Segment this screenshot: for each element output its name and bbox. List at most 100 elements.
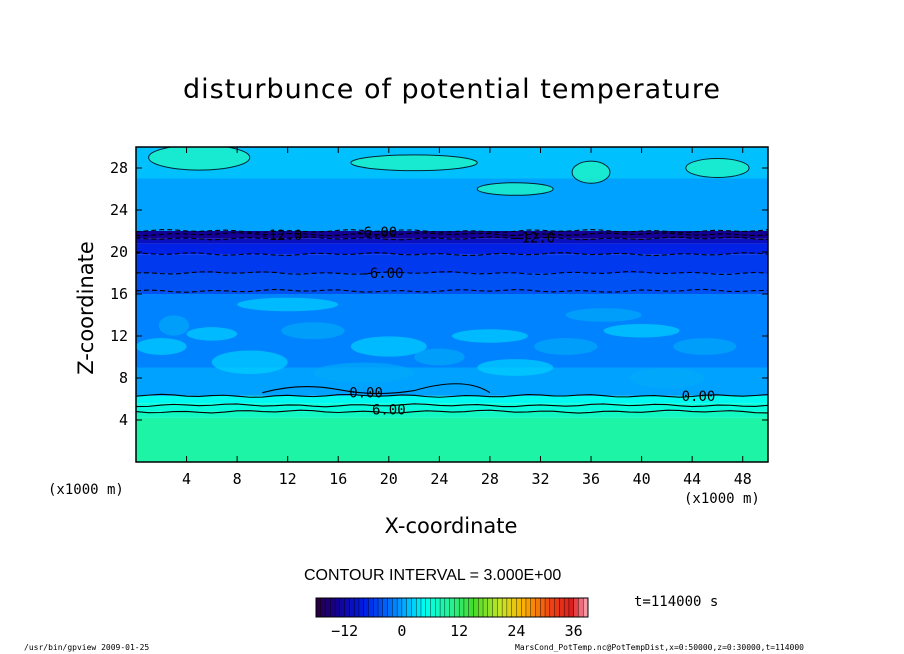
colorbar-segment-10 bbox=[363, 597, 369, 618]
colorbar-segment-28 bbox=[449, 597, 455, 618]
colorbar-segment-19 bbox=[406, 597, 412, 618]
colorbar-segment-8 bbox=[353, 597, 360, 618]
colorbar-tick-label-0: −12 bbox=[331, 622, 358, 640]
colorbar-segment-48 bbox=[544, 597, 551, 618]
contour-label-0: 0.00 bbox=[349, 386, 383, 402]
chart-title: disturbunce of potential temperature bbox=[183, 74, 721, 105]
colorbar-segment-51 bbox=[559, 597, 565, 618]
time-text: t=114000 s bbox=[634, 594, 719, 610]
colorbar-segment-25 bbox=[435, 597, 441, 618]
colorbar-segment-31 bbox=[463, 597, 470, 618]
x-tick-label-7: 32 bbox=[531, 470, 549, 488]
contour-label-6: -12.0 bbox=[513, 230, 555, 246]
colorbar-segment-50 bbox=[554, 597, 560, 618]
colorbar-segment-42 bbox=[516, 597, 522, 618]
colorbar-tick-label-2: 12 bbox=[450, 622, 468, 640]
x-axis-label: X-coordinate bbox=[384, 514, 518, 538]
footer-left: /usr/bin/gpview 2009-01-25 bbox=[24, 643, 150, 652]
contour-label-1: 0.00 bbox=[682, 389, 716, 405]
y-tick-label-4: 20 bbox=[110, 243, 128, 261]
colorbar-segment-35 bbox=[482, 597, 489, 618]
colorbar-segment-33 bbox=[473, 597, 479, 618]
colorbar-tick-label-3: 24 bbox=[507, 622, 525, 640]
y-tick-label-1: 8 bbox=[119, 369, 128, 387]
colorbar-segment-27 bbox=[444, 597, 451, 618]
contour-interval-text: CONTOUR INTERVAL = 3.000E+00 bbox=[304, 567, 562, 584]
top-blob-4 bbox=[476, 182, 554, 196]
z-band-2 bbox=[136, 403, 768, 412]
colorbar-frame bbox=[315, 597, 589, 618]
colorbar-segment-40 bbox=[506, 597, 513, 618]
texture-blob-3 bbox=[350, 336, 427, 357]
y-tick-label-3: 16 bbox=[110, 285, 128, 303]
colorbar-segment-49 bbox=[549, 597, 556, 618]
x-tick-label-6: 28 bbox=[481, 470, 499, 488]
colorbar-segment-29 bbox=[454, 597, 460, 618]
texture-blob-15 bbox=[237, 297, 339, 312]
z-band-6 bbox=[136, 273, 768, 294]
colorbar-segment-52 bbox=[563, 597, 570, 618]
texture-blob-6 bbox=[534, 338, 598, 355]
x-tick-label-5: 24 bbox=[430, 470, 448, 488]
colorbar-segment-3 bbox=[330, 597, 336, 618]
texture-blob-2 bbox=[281, 322, 345, 340]
colorbar-segment-37 bbox=[492, 597, 498, 618]
contour-line-2 bbox=[136, 393, 768, 398]
x-tick-label-1: 8 bbox=[233, 470, 242, 488]
texture-blob-4 bbox=[414, 348, 465, 366]
colorbar-segment-46 bbox=[535, 597, 541, 618]
colorbar-segment-7 bbox=[349, 597, 355, 618]
z-band-7 bbox=[136, 254, 768, 273]
z-band-8 bbox=[136, 243, 768, 255]
x-tick-label-8: 36 bbox=[582, 470, 600, 488]
y-tick-label-6: 28 bbox=[110, 159, 128, 177]
colorbar-segment-45 bbox=[530, 597, 537, 618]
colorbar-segment-1 bbox=[320, 597, 327, 618]
z-band-1 bbox=[136, 411, 768, 418]
contour-label-2: 6.00 bbox=[372, 403, 406, 419]
contour-label-3: -6.00 bbox=[361, 266, 403, 282]
top-blob-2 bbox=[685, 158, 750, 178]
colorbar-segment-21 bbox=[416, 597, 422, 618]
texture-blob-11 bbox=[477, 359, 554, 376]
top-blob-1 bbox=[571, 160, 611, 184]
colorbar-segment-39 bbox=[501, 597, 508, 618]
colorbar-segment-0 bbox=[315, 597, 322, 618]
colorbar-segment-44 bbox=[525, 597, 532, 618]
colorbar-segment-47 bbox=[540, 597, 546, 618]
colorbar-segment-6 bbox=[344, 597, 350, 618]
colorbar-segment-36 bbox=[487, 597, 494, 618]
x-tick-label-3: 16 bbox=[329, 470, 347, 488]
colorbar-segment-17 bbox=[396, 597, 403, 618]
colorbar-segment-26 bbox=[439, 597, 446, 618]
y-tick-label-0: 4 bbox=[119, 411, 128, 429]
colorbar-tick-label-4: 36 bbox=[565, 622, 583, 640]
z-band-9 bbox=[136, 238, 768, 244]
colorbar-segment-24 bbox=[430, 597, 436, 618]
texture-blob-10 bbox=[312, 362, 415, 383]
colorbar-segment-41 bbox=[511, 597, 517, 618]
colorbar-segment-9 bbox=[358, 597, 365, 618]
texture-blob-9 bbox=[211, 350, 288, 375]
y-axis-unit: (x1000 m) bbox=[48, 482, 124, 498]
top-blob-3 bbox=[350, 154, 478, 172]
colorbar-segment-11 bbox=[368, 597, 374, 618]
x-axis-unit: (x1000 m) bbox=[684, 491, 760, 507]
colorbar-segment-23 bbox=[425, 597, 432, 618]
colorbar-segment-18 bbox=[401, 597, 408, 618]
x-tick-label-9: 40 bbox=[633, 470, 651, 488]
contour-line-7 bbox=[136, 232, 768, 237]
colorbar-segment-12 bbox=[373, 597, 379, 618]
colorbar-segment-34 bbox=[478, 597, 484, 618]
colorbar-segment-15 bbox=[387, 597, 393, 618]
contour-label-5: -12.0 bbox=[260, 228, 302, 244]
colorbar-segment-55 bbox=[578, 597, 584, 618]
z-band-0 bbox=[136, 417, 768, 462]
texture-blob-7 bbox=[603, 324, 680, 338]
contour-label-4: -6.00 bbox=[355, 225, 397, 241]
texture-blob-8 bbox=[673, 338, 737, 355]
top-blob-0 bbox=[148, 147, 251, 171]
texture-blob-1 bbox=[186, 327, 238, 341]
y-tick-label-5: 24 bbox=[110, 201, 128, 219]
